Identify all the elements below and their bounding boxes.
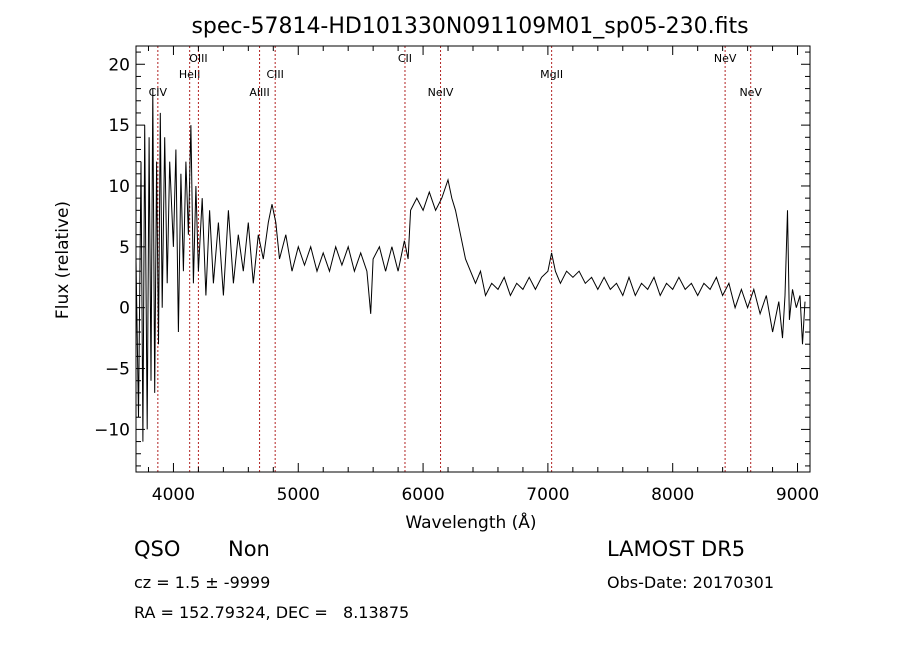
- y-tick-label: 15: [108, 116, 130, 136]
- y-tick-label: 0: [119, 299, 130, 319]
- y-tick-label: 20: [108, 55, 130, 75]
- spectrum-series: [135, 88, 806, 442]
- emission-line-label: AlIII: [249, 86, 269, 99]
- emission-line-label: CII: [398, 52, 412, 65]
- x-tick-label: 5000: [277, 485, 320, 505]
- emission-line-label: NeIV: [428, 86, 454, 99]
- y-tick-label: 10: [108, 177, 130, 197]
- ra-dec-coordinates: RA = 152.79324, DEC = 8.13875: [134, 603, 410, 622]
- redshift-cz: cz = 1.5 ± -9999: [134, 573, 271, 592]
- x-tick-label: 7000: [526, 485, 569, 505]
- x-tick-label: 4000: [152, 485, 195, 505]
- y-tick-label: −10: [94, 420, 130, 440]
- survey-release: LAMOST DR5: [607, 537, 746, 561]
- object-subclass: Non: [228, 537, 270, 561]
- x-tick-label: 8000: [651, 485, 694, 505]
- y-tick-label: 5: [119, 238, 130, 258]
- plot-frame: [135, 45, 811, 473]
- x-tick-label: 6000: [401, 485, 444, 505]
- emission-line-label: NeV: [714, 52, 737, 65]
- y-axis-label: Flux (relative): [53, 201, 73, 319]
- emission-line-markers: CIV HeII OIII AlIII CIII CII NeIV MgII NeV NeV: [149, 46, 762, 472]
- emission-line-label: NeV: [739, 86, 762, 99]
- y-tick-label: −5: [105, 360, 130, 380]
- chart-title: spec-57814-HD101330N091109M01_sp05-230.f…: [191, 14, 748, 39]
- emission-line-label: OIII: [189, 52, 207, 65]
- emission-line-label: HeII: [179, 68, 201, 81]
- observation-date: Obs-Date: 20170301: [607, 573, 775, 592]
- plot-axes: 4000 5000 6000 7000 8000 9000 −10 −5 0 5 10 15 20: [94, 45, 819, 505]
- emission-line-label: CIII: [266, 68, 283, 81]
- emission-line-label: MgII: [540, 68, 563, 81]
- spectrum-line: [135, 88, 806, 442]
- x-axis-label: Wavelength (Å): [405, 511, 536, 533]
- object-class: QSO: [134, 537, 181, 561]
- emission-line-label: CIV: [149, 86, 168, 99]
- x-tick-label: 9000: [776, 485, 819, 505]
